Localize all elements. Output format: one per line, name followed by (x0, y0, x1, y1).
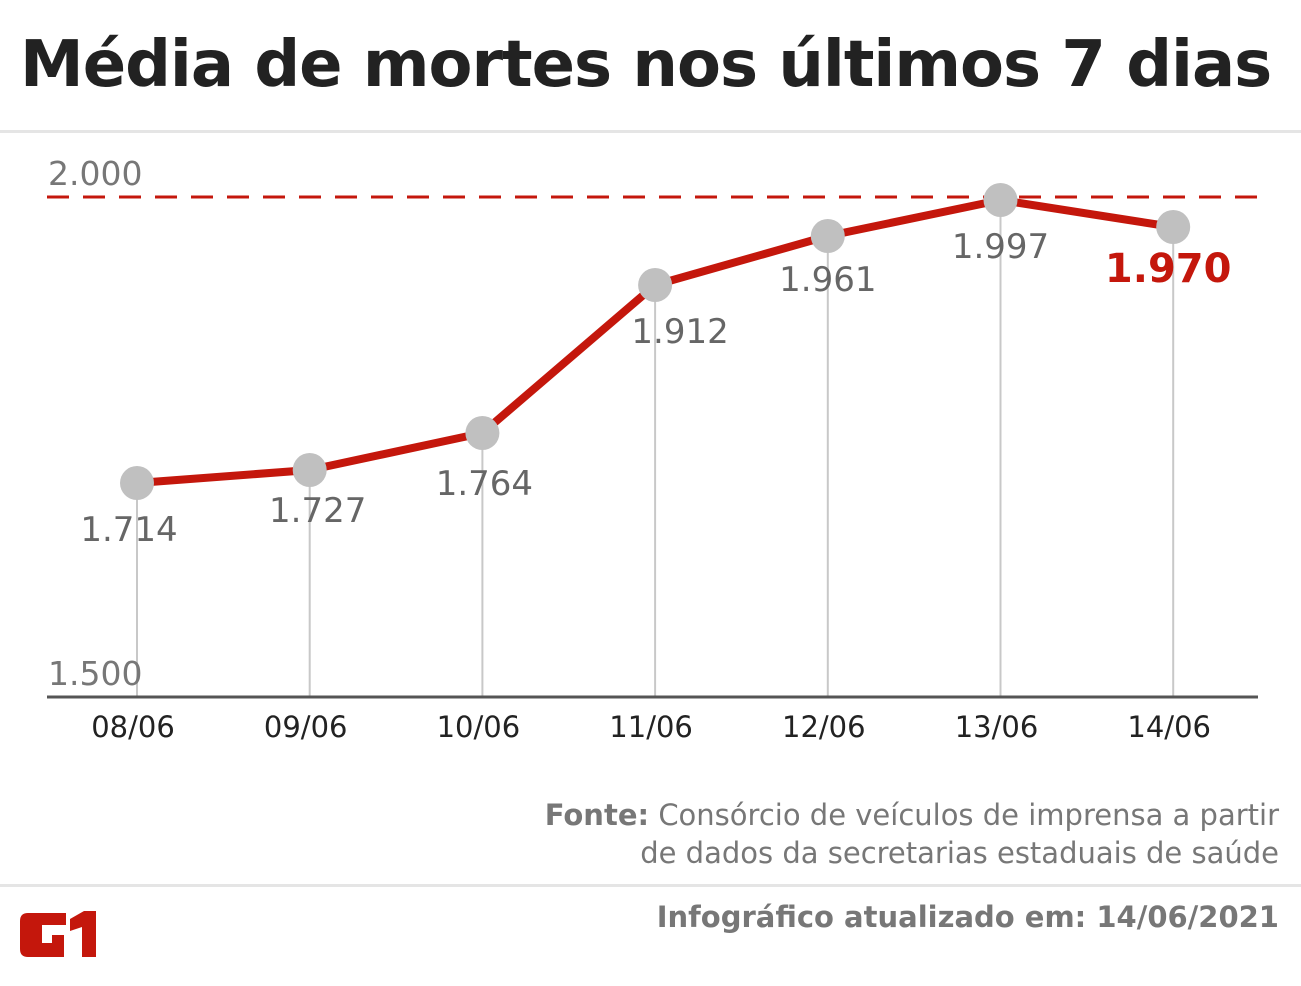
y-tick-label: 1.500 (48, 654, 142, 693)
divider (0, 130, 1301, 133)
x-tick-label: 13/06 (955, 710, 1039, 744)
data-label: 1.997 (952, 227, 1049, 267)
data-point (1156, 210, 1191, 244)
data-label: 1.764 (436, 464, 533, 504)
data-point (120, 466, 154, 500)
data-label: 1.961 (779, 260, 876, 300)
data-point (983, 183, 1018, 217)
x-tick-label: 10/06 (437, 710, 521, 744)
x-tick-label: 14/06 (1127, 710, 1211, 744)
y-tick-label: 2.000 (48, 154, 142, 193)
divider (0, 884, 1301, 887)
source-note: Fonte: Consórcio de veículos de imprensa… (545, 796, 1279, 872)
x-tick-label: 12/06 (782, 710, 866, 744)
data-point (638, 268, 673, 302)
data-label: 1.970 (1105, 246, 1232, 292)
chart-title: Média de mortes nos últimos 7 dias (20, 28, 1272, 102)
data-label: 1.912 (631, 312, 728, 352)
x-tick-label: 08/06 (91, 710, 175, 744)
updated-note: Infográfico atualizado em: 14/06/2021 (656, 900, 1279, 934)
data-point (810, 219, 845, 253)
data-point (292, 453, 327, 487)
x-tick-label: 09/06 (264, 710, 348, 744)
data-point (465, 416, 500, 450)
data-label: 1.714 (80, 510, 177, 550)
g1-logo (20, 911, 96, 957)
data-label: 1.727 (269, 491, 366, 531)
x-tick-label: 11/06 (609, 710, 693, 744)
source-line-2: de dados da secretarias estaduais de saú… (640, 836, 1279, 870)
source-line-1: Consórcio de veículos de imprensa a part… (658, 798, 1279, 832)
source-label: Fonte: (544, 798, 650, 832)
line-chart: 2.000 1.500 1.714 08/06 1.727 09/06 1.764 10/06… (47, 154, 1262, 744)
